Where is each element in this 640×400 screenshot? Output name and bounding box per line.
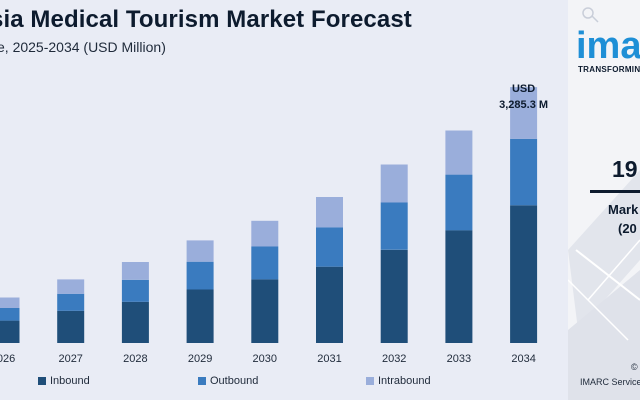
cagr-divider <box>590 190 640 193</box>
legend-label-outbound: Outbound <box>210 375 259 387</box>
bar-inbound-2029[interactable] <box>186 289 214 344</box>
bar-outbound-2033[interactable] <box>445 174 473 231</box>
legend-label-inbound: Inbound <box>50 375 90 387</box>
source-credit: IMARC Service <box>580 377 640 387</box>
bar-inbound-026[interactable] <box>0 320 20 343</box>
cagr-label: Mark <box>608 202 639 217</box>
brand-side-panel: ima TRANSFORMIN 19 Mark (20 © IMARC Serv… <box>568 0 640 400</box>
bar-outbound-2032[interactable] <box>380 202 408 250</box>
bar-inbound-2027[interactable] <box>57 310 85 343</box>
bar-intrabound-2031[interactable] <box>316 197 343 228</box>
chart-panel: 026 2027 2028 2029 2030 2031 2032 2033 2034 USD 3,… <box>0 6 558 391</box>
bar-inbound-2028[interactable] <box>121 301 149 343</box>
bar-outbound-2034[interactable] <box>510 138 538 206</box>
annotation-currency: USD <box>512 83 535 95</box>
x-tick-label: 2028 <box>123 353 147 365</box>
bar-outbound-2031[interactable] <box>316 227 343 267</box>
cagr-period: (20 <box>618 221 637 236</box>
x-tick-label: 026 <box>0 353 15 365</box>
bar-inbound-2030[interactable] <box>251 279 279 343</box>
brand-tagline: TRANSFORMIN <box>578 65 640 74</box>
imarc-logo: ima <box>576 26 640 66</box>
bar-outbound-026[interactable] <box>0 307 20 321</box>
x-tick-label: 2031 <box>317 353 341 365</box>
chart-title: sia Medical Tourism Market Forecast <box>0 6 412 33</box>
legend-swatch-intrabound <box>366 377 374 385</box>
bar-intrabound-2034[interactable] <box>510 87 538 139</box>
chart-plot: 026 2027 2028 2029 2030 2031 2032 2033 2034 USD 3,… <box>0 83 548 365</box>
legend-label-intrabound: Intrabound <box>378 375 431 387</box>
legend-item-inbound[interactable]: Inbound <box>38 375 90 387</box>
x-tick-label: 2033 <box>447 353 471 365</box>
svg-text:ima: ima <box>576 26 640 66</box>
bar-outbound-2030[interactable] <box>251 246 279 280</box>
bar-inbound-2031[interactable] <box>316 266 343 343</box>
copyright-mark: © <box>631 362 638 372</box>
annotation-value: 3,285.3 M <box>499 99 548 111</box>
legend-item-intrabound[interactable]: Intrabound <box>366 375 431 387</box>
bar-outbound-2027[interactable] <box>57 293 85 311</box>
legend-swatch-inbound <box>38 377 46 385</box>
bar-intrabound-026[interactable] <box>0 297 20 309</box>
x-tick-label: 2029 <box>188 353 212 365</box>
bar-intrabound-2028[interactable] <box>121 262 149 280</box>
bar-outbound-2029[interactable] <box>186 261 214 290</box>
bar-intrabound-2030[interactable] <box>251 220 279 247</box>
bar-intrabound-2027[interactable] <box>57 279 85 294</box>
bar-outbound-2028[interactable] <box>121 279 149 302</box>
legend-swatch-outbound <box>198 377 206 385</box>
side-decoration <box>568 7 640 400</box>
x-tick-label: 2027 <box>58 353 82 365</box>
bar-intrabound-2029[interactable] <box>186 240 214 262</box>
bar-inbound-2034[interactable] <box>510 205 538 343</box>
bar-inbound-2033[interactable] <box>445 230 473 343</box>
x-tick-label: 2032 <box>382 353 406 365</box>
legend-item-outbound[interactable]: Outbound <box>198 375 258 387</box>
x-tick-label: 2034 <box>511 353 535 365</box>
chart-subtitle: e, 2025-2034 (USD Million) <box>0 39 166 55</box>
bar-intrabound-2033[interactable] <box>445 130 473 175</box>
bar-intrabound-2032[interactable] <box>380 164 408 203</box>
cagr-value: 19 <box>612 156 638 182</box>
x-tick-label: 2030 <box>253 353 277 365</box>
chart-legend: Inbound Outbound Intrabound <box>38 375 558 391</box>
bar-inbound-2032[interactable] <box>380 249 408 343</box>
